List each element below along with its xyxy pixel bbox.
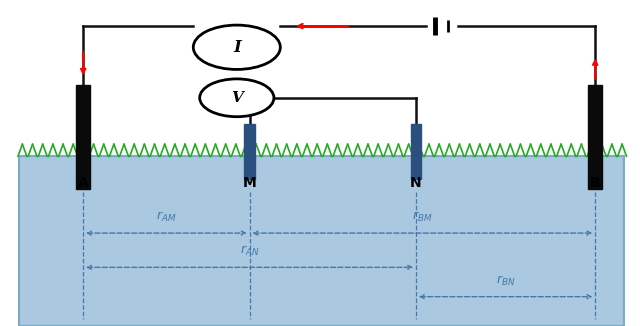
Bar bbox=[588, 85, 602, 189]
Bar bbox=[244, 124, 255, 179]
Bar bbox=[19, 156, 624, 326]
Text: $r_{BM}$: $r_{BM}$ bbox=[412, 210, 433, 224]
Text: B: B bbox=[590, 176, 600, 190]
Bar bbox=[411, 124, 421, 179]
Circle shape bbox=[200, 79, 274, 117]
Text: $r_{BN}$: $r_{BN}$ bbox=[496, 274, 515, 288]
Bar bbox=[76, 85, 90, 189]
Text: V: V bbox=[231, 91, 243, 105]
Text: $r_{AN}$: $r_{AN}$ bbox=[240, 244, 259, 258]
Text: N: N bbox=[410, 176, 422, 190]
Text: I: I bbox=[233, 39, 241, 56]
Text: A: A bbox=[78, 176, 88, 190]
Text: $r_{AM}$: $r_{AM}$ bbox=[156, 210, 177, 224]
Circle shape bbox=[193, 25, 280, 69]
Text: M: M bbox=[243, 176, 257, 190]
